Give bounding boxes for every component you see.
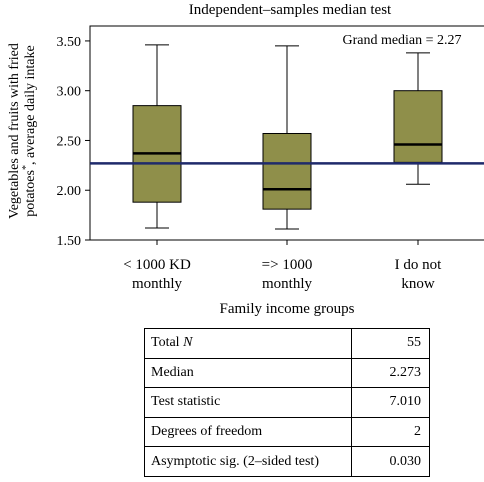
x-tick-label-line2: know <box>401 276 435 292</box>
grand-median-annotation: Grand median = 2.27 <box>342 33 461 48</box>
total-n-value: 55 <box>351 328 430 359</box>
table-row: Degrees of freedom 2 <box>144 416 430 448</box>
row-value: 7.010 <box>351 387 430 418</box>
y-tick-label: 2.50 <box>57 134 82 149</box>
y-tick-label: 3.00 <box>57 85 82 100</box>
x-tick-label: < 1000 KD <box>123 257 191 273</box>
row-label: Median <box>144 357 352 389</box>
box-iqr <box>393 90 443 163</box>
table-row-total: Total N 55 <box>144 328 430 359</box>
total-n-symbol: N <box>183 335 193 351</box>
y-tick-label: 3.50 <box>57 35 82 50</box>
box-iqr <box>262 132 312 210</box>
boxplot-chart: Independent–samples median test 1.50 2.00 2… <box>7 2 484 317</box>
chart-title: Independent–samples median test <box>189 2 392 18</box>
x-tick-label-line2: monthly <box>132 276 183 292</box>
row-label: Test statistic <box>144 387 352 418</box>
x-tick-label: I do not <box>395 257 442 273</box>
row-value: 0.030 <box>351 446 430 477</box>
y-axis-label: Vegetables and fruits with fried <box>7 43 22 219</box>
x-tick-label: => 1000 <box>262 257 313 273</box>
x-axis-label: Family income groups <box>220 301 355 317</box>
y-tick-label: 1.50 <box>57 234 82 249</box>
x-tick-label-line2: monthly <box>262 276 313 292</box>
row-value: 2 <box>351 416 430 448</box>
row-value: 2.273 <box>351 357 430 389</box>
y-axis-label-line2: potatoes*, average daily intake <box>21 45 38 216</box>
total-n-label: Total N <box>144 328 352 359</box>
y-tick-label: 2.00 <box>57 184 82 199</box>
test-summary-table: Total N 55 Median 2.273 Test statistic 7… <box>144 328 430 477</box>
table-row: Median 2.273 <box>144 357 430 389</box>
row-label: Asymptotic sig. (2–sided test) <box>144 446 352 477</box>
table-row: Asymptotic sig. (2–sided test) 0.030 <box>144 446 430 477</box>
table-row: Test statistic 7.010 <box>144 387 430 418</box>
row-label: Degrees of freedom <box>144 416 352 448</box>
